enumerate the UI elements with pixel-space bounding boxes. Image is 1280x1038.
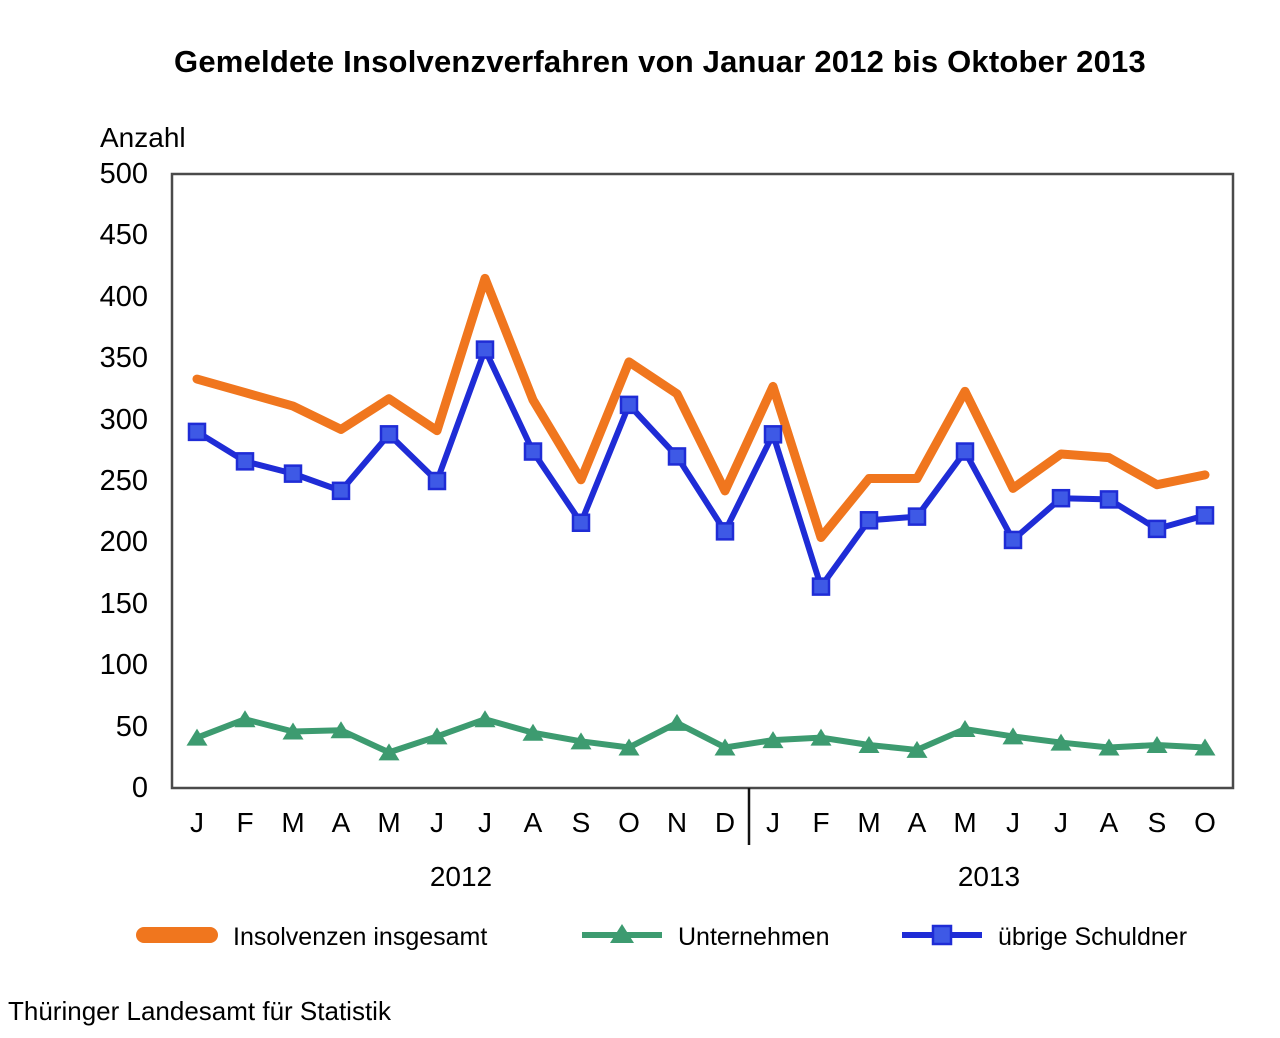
series-line-3	[194, 346, 1208, 590]
square-marker	[523, 442, 543, 461]
square-marker	[619, 395, 639, 415]
legend-swatch-square-icon	[900, 916, 984, 959]
square-marker	[859, 511, 879, 530]
y-tick-label: 50	[115, 710, 148, 743]
x-tick-label: A	[1099, 807, 1119, 838]
y-tick-label: 400	[99, 280, 148, 313]
square-marker	[427, 471, 447, 491]
triangle-marker	[522, 723, 544, 741]
triangle-marker	[714, 738, 736, 756]
x-tick-label: J	[1054, 807, 1068, 838]
x-tick-label: O	[618, 807, 640, 838]
triangle-marker	[282, 722, 304, 740]
y-tick-label: 100	[99, 649, 148, 682]
square-marker	[1195, 506, 1215, 525]
x-tick-label: J	[478, 807, 492, 838]
square-marker	[475, 340, 495, 359]
legend-label: Unternehmen	[678, 922, 830, 951]
triangle-marker	[1050, 733, 1072, 751]
plot-border	[170, 172, 1235, 790]
square-marker	[235, 452, 255, 471]
x-tick-label: M	[377, 807, 401, 838]
x-tick-label: M	[281, 807, 305, 838]
legend-item-3: übrige Schuldner	[900, 916, 1187, 958]
year-label: 2013	[957, 861, 1021, 892]
legend-item-2: Unternehmen	[580, 916, 829, 958]
triangle-marker	[666, 713, 688, 731]
legend-label: Insolvenzen insgesamt	[233, 922, 488, 951]
triangle-marker	[618, 738, 640, 756]
x-tick-label: O	[1194, 807, 1216, 838]
triangle-marker	[1194, 738, 1216, 756]
y-tick-label: 450	[99, 219, 148, 252]
legend-label: übrige Schuldner	[998, 922, 1188, 951]
square-marker	[667, 447, 687, 466]
square-marker	[187, 422, 207, 442]
triangle-marker	[810, 728, 832, 746]
y-tick-label: 150	[99, 587, 148, 620]
square-marker	[715, 522, 735, 541]
triangle-marker	[474, 710, 496, 728]
legend-swatch-triangle-icon	[580, 916, 664, 959]
x-tick-label: J	[1006, 807, 1020, 838]
series-line-2	[194, 716, 1208, 756]
triangle-marker	[1098, 738, 1120, 756]
triangle-marker	[570, 732, 592, 750]
square-marker	[907, 507, 927, 526]
triangle-marker	[858, 736, 880, 754]
x-tick-label: A	[907, 807, 927, 838]
y-axis-label: Anzahl	[100, 122, 186, 153]
x-tick-label: F	[236, 807, 254, 838]
square-marker	[1099, 490, 1119, 509]
y-tick-label: 500	[99, 158, 148, 190]
year-label: 2012	[429, 861, 493, 892]
square-marker	[811, 577, 831, 596]
triangle-marker	[186, 728, 208, 746]
y-tick-label: 300	[99, 403, 148, 436]
triangle-marker	[762, 731, 784, 749]
square-marker	[571, 513, 591, 533]
chart-title: Gemeldete Insolvenzverfahren von Januar …	[174, 44, 1146, 79]
triangle-marker	[1146, 736, 1168, 754]
square-marker	[379, 425, 399, 444]
y-tick-label: 200	[99, 526, 148, 559]
x-tick-label: S	[571, 807, 591, 838]
triangle-marker	[234, 710, 256, 728]
triangle-marker	[1002, 727, 1024, 745]
source-text: Thüringer Landesamt für Statistik	[8, 996, 391, 1026]
x-tick-label: J	[430, 807, 444, 838]
y-tick-label: 350	[99, 342, 148, 375]
x-tick-label: D	[714, 807, 736, 838]
x-tick-label: M	[953, 807, 977, 838]
x-tick-label: A	[523, 807, 543, 838]
x-tick-label: S	[1147, 807, 1167, 838]
x-tick-label: J	[766, 807, 780, 838]
triangle-marker	[378, 743, 400, 761]
legend-item-1: Insolvenzen insgesamt	[135, 916, 487, 958]
x-tick-label: N	[666, 807, 688, 838]
square-marker	[1147, 519, 1167, 539]
y-tick-label: 250	[99, 465, 148, 497]
x-tick-label: M	[857, 807, 881, 838]
series-line-1	[192, 273, 1210, 542]
triangle-marker	[906, 740, 928, 758]
square-marker	[331, 481, 351, 501]
x-tick-label: J	[190, 807, 204, 838]
square-marker	[1051, 488, 1071, 508]
y-tick-label: 0	[131, 772, 148, 804]
square-marker	[283, 464, 303, 483]
triangle-marker	[330, 721, 352, 739]
x-tick-label: F	[812, 807, 830, 838]
legend-swatch-line-icon	[135, 916, 219, 959]
square-marker	[763, 425, 783, 444]
x-tick-label: A	[331, 807, 351, 838]
triangle-marker	[954, 720, 976, 738]
square-marker	[955, 442, 975, 461]
square-marker	[1003, 530, 1023, 550]
triangle-marker	[426, 727, 448, 745]
